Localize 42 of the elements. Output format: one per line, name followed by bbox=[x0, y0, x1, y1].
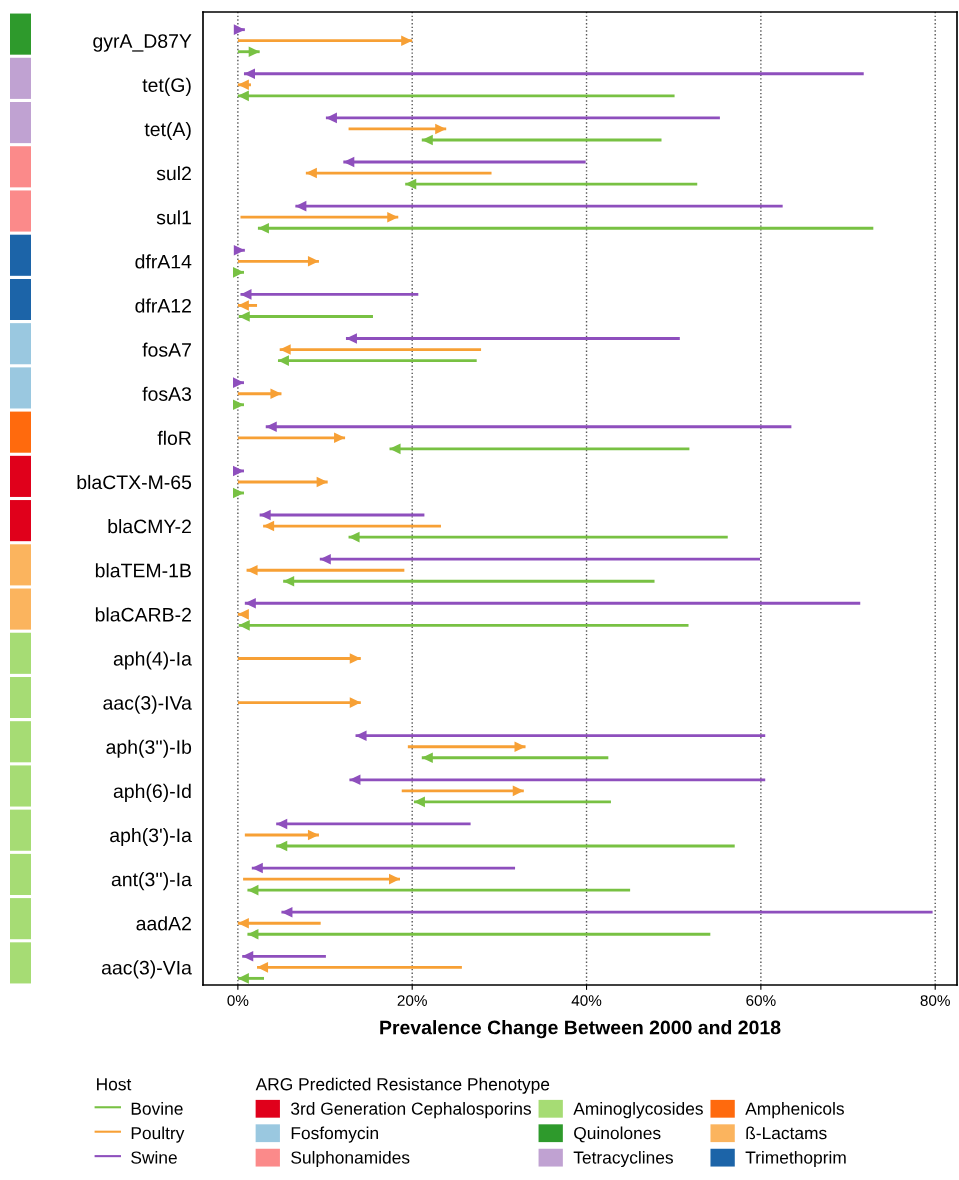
y-tick-label: blaCTX-M-65 bbox=[77, 474, 192, 490]
legend-title: ARG Predicted Resistance Phenotype bbox=[255, 1077, 550, 1094]
y-tick-label: aph(3'')-Ib bbox=[106, 739, 192, 758]
legend-title: Host bbox=[97, 1078, 132, 1091]
legend-label: Tetracyclines bbox=[573, 1150, 673, 1168]
y-tick-label: dfrA14 bbox=[135, 254, 192, 269]
legend-label: Aminoglycosides bbox=[573, 1102, 703, 1119]
y-tick-label: tet(A) bbox=[144, 121, 191, 141]
y-tick-label: aph(4)-Ia bbox=[113, 651, 192, 670]
legend-label: Fosfomycin bbox=[291, 1126, 378, 1143]
legend-label: Bovine bbox=[131, 1102, 183, 1115]
y-tick-label: sul1 bbox=[156, 210, 191, 225]
y-tick-label: blaTEM-1B bbox=[95, 563, 191, 578]
legend-label: Amphenicols bbox=[745, 1102, 844, 1119]
legend-label: Trimethoprim bbox=[745, 1150, 846, 1168]
x-tick-label: 40% bbox=[571, 995, 602, 1006]
y-tick-label: aadA2 bbox=[136, 916, 191, 931]
y-tick-label: fosA3 bbox=[142, 386, 192, 401]
y-tick-label: aac(3)-VIa bbox=[101, 960, 192, 979]
y-tick-label: gyrA_D87Y bbox=[93, 34, 192, 52]
legend-label: Sulphonamides bbox=[291, 1150, 410, 1168]
y-tick-label: aph(6)-Id bbox=[113, 783, 191, 802]
x-tick-label: 0% bbox=[227, 995, 249, 1006]
y-tick-label: floR bbox=[157, 430, 191, 446]
y-tick-label: fosA7 bbox=[142, 342, 191, 357]
y-tick-label: ant(3'')-Ia bbox=[111, 872, 192, 891]
y-tick-label: dfrA12 bbox=[135, 298, 191, 313]
y-tick-label: blaCARB-2 bbox=[95, 607, 191, 622]
legend-label: 3rd Generation Cephalosporins bbox=[291, 1102, 531, 1119]
legend-label: Quinolones bbox=[574, 1126, 661, 1143]
x-tick-label: 80% bbox=[920, 995, 950, 1006]
x-tick-label: 20% bbox=[397, 995, 427, 1006]
x-axis-title: Prevalence Change Between 2000 and 2018 bbox=[380, 1020, 781, 1039]
legend-label: ß-Lactams bbox=[746, 1126, 827, 1140]
legend-label: Swine bbox=[131, 1150, 177, 1164]
legend-label: Poultry bbox=[131, 1126, 185, 1143]
y-tick-label: tet(G) bbox=[142, 77, 191, 96]
y-tick-label: blaCMY-2 bbox=[108, 519, 191, 534]
y-tick-label: sul2 bbox=[156, 166, 191, 181]
y-tick-label: aac(3)-IVa bbox=[103, 695, 192, 714]
x-tick-label: 60% bbox=[746, 995, 776, 1006]
y-tick-label: aph(3')-Ia bbox=[110, 827, 192, 847]
